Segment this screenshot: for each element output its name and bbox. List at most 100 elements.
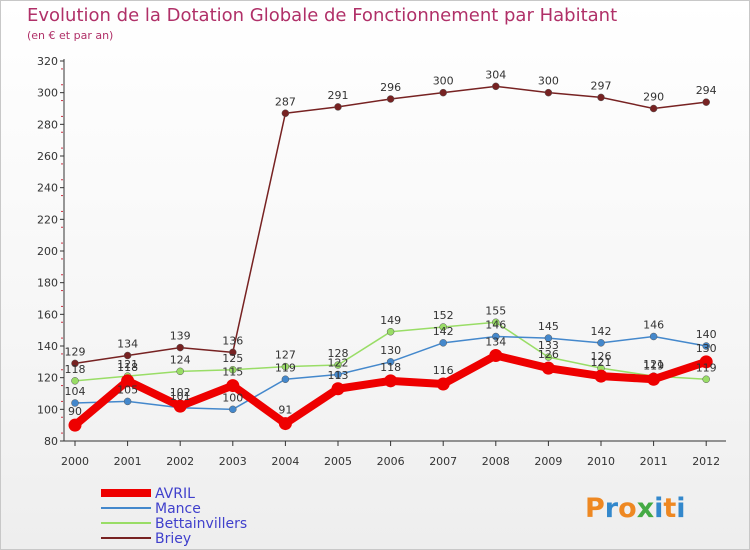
data-point: [439, 323, 447, 331]
data-point: [176, 343, 184, 352]
data-label: 104: [65, 385, 86, 398]
data-label: 140: [696, 328, 717, 341]
x-tick-label: 2006: [377, 455, 405, 468]
data-point: [649, 104, 658, 113]
chart-series: [68, 82, 713, 432]
y-tick-label: 300: [37, 87, 58, 100]
chart-title: Evolution de la Dotation Globale de Fonc…: [27, 5, 618, 26]
data-point: [594, 369, 608, 383]
data-label: 146: [485, 319, 506, 332]
data-label: 113: [328, 369, 349, 382]
data-point: [597, 339, 605, 347]
logo-text: Proxiti: [585, 493, 686, 524]
legend-label: Mance: [155, 501, 201, 517]
data-label: 119: [275, 361, 296, 374]
legend-label: Bettainvillers: [155, 516, 247, 532]
data-label: 294: [696, 84, 717, 97]
x-tick-label: 2009: [534, 455, 562, 468]
data-point: [71, 399, 79, 407]
data-label: 102: [170, 386, 191, 399]
y-tick-label: 180: [37, 277, 58, 290]
data-point: [544, 88, 553, 97]
x-tick-label: 2008: [482, 455, 510, 468]
data-label: 91: [278, 404, 292, 417]
data-label: 139: [170, 330, 191, 343]
data-point: [229, 405, 237, 414]
data-label: 136: [222, 334, 243, 347]
data-point: [331, 382, 345, 396]
data-label: 119: [696, 361, 717, 374]
data-point: [492, 318, 500, 326]
data-point: [647, 372, 661, 386]
data-point: [281, 362, 290, 371]
data-label: 155: [485, 304, 506, 317]
data-label: 300: [538, 75, 559, 88]
data-point: [334, 361, 342, 369]
data-label: 101: [170, 390, 191, 403]
data-point: [281, 375, 290, 383]
x-tick-label: 2001: [114, 455, 142, 468]
y-tick-label: 320: [37, 55, 58, 68]
data-point: [544, 334, 553, 342]
data-point: [386, 358, 395, 366]
data-point: [492, 332, 500, 341]
y-tick-label: 160: [37, 308, 58, 321]
chart-data-labels: 129 134 139 136 287 291 296 300 304 300 297 290 294 1…: [65, 68, 717, 418]
data-label: 90: [68, 405, 82, 418]
data-label: 115: [222, 366, 243, 379]
data-point: [384, 374, 398, 388]
x-tick-label: 2012: [692, 455, 720, 468]
data-point: [439, 88, 447, 97]
data-point: [649, 332, 658, 341]
legend-label: AVRIL: [155, 486, 195, 502]
data-label: 296: [380, 81, 401, 94]
data-point: [597, 93, 605, 102]
data-point: [439, 339, 447, 347]
data-label: 146: [643, 319, 664, 332]
x-tick-label: 2000: [61, 455, 89, 468]
data-label: 118: [65, 363, 86, 376]
data-label: 300: [433, 75, 454, 88]
chart-subtitle: (en € et par an): [27, 29, 114, 42]
x-tick-label: 2002: [166, 455, 194, 468]
x-tick-label: 2003: [219, 455, 247, 468]
chart-axes: 80 100 120 140 160 180 200 220 240 260 280 300 320 20…: [37, 55, 726, 468]
data-label: 149: [380, 314, 401, 327]
data-label: 118: [117, 361, 138, 374]
x-tick-label: 2007: [429, 455, 457, 468]
data-point: [436, 377, 450, 391]
y-tick-label: 220: [37, 213, 58, 226]
data-label: 134: [117, 338, 138, 351]
data-label: 121: [591, 356, 612, 369]
data-label: 134: [485, 336, 506, 349]
data-label: 126: [591, 350, 612, 363]
data-point: [229, 366, 237, 374]
data-point: [702, 375, 710, 383]
data-point: [334, 370, 342, 379]
data-point: [541, 361, 555, 375]
legend-label: Briey: [155, 531, 191, 547]
x-tick-label: 2004: [271, 455, 299, 468]
data-point: [544, 353, 553, 361]
y-tick-label: 100: [37, 403, 58, 416]
data-label: 291: [328, 89, 349, 102]
data-point: [176, 367, 184, 376]
data-point: [123, 397, 132, 406]
data-label: 145: [538, 320, 559, 333]
data-label: 297: [591, 79, 612, 92]
data-point: [173, 399, 187, 413]
y-tick-label: 260: [37, 150, 58, 163]
data-point: [699, 355, 713, 369]
data-label: 125: [222, 352, 243, 365]
data-point: [278, 417, 292, 431]
x-tick-label: 2005: [324, 455, 352, 468]
y-tick-label: 80: [44, 435, 58, 448]
data-label: 290: [643, 91, 664, 104]
data-point: [68, 418, 82, 432]
y-tick-label: 200: [37, 245, 58, 258]
data-point: [334, 103, 342, 111]
data-point: [71, 377, 79, 385]
data-label: 119: [643, 359, 664, 372]
